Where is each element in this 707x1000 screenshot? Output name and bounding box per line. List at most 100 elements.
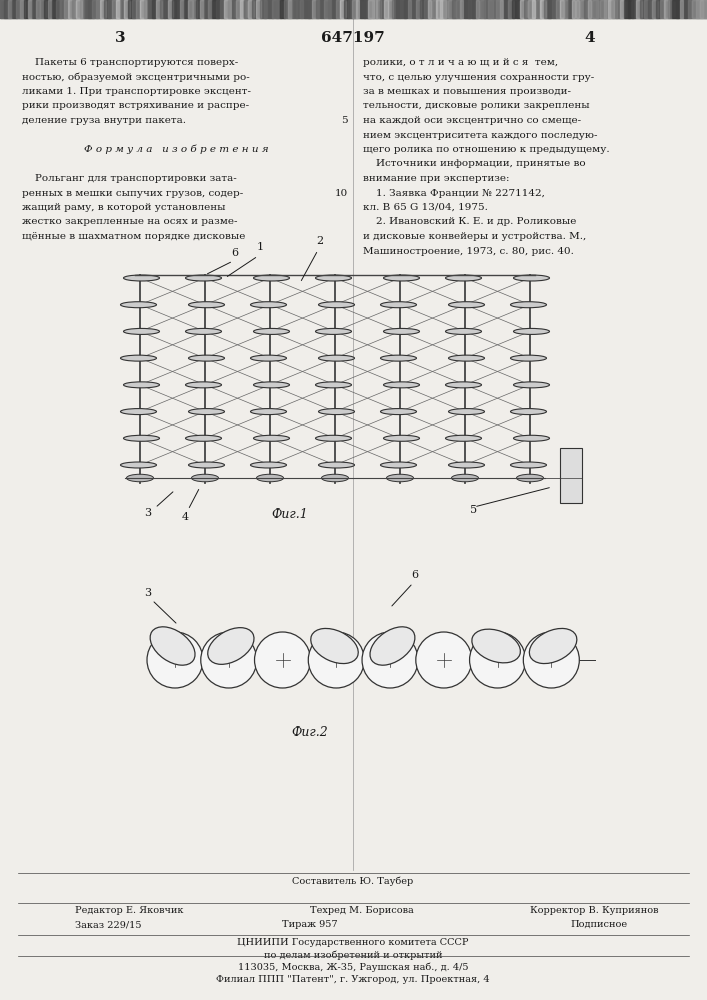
Bar [576, 0, 579, 18]
Bar [204, 0, 209, 18]
Bar [536, 0, 541, 18]
Bar [424, 0, 429, 18]
Bar [300, 0, 303, 18]
Text: деление груза внутри пакета.: деление груза внутри пакета. [22, 116, 186, 125]
Text: 10: 10 [334, 188, 348, 198]
Ellipse shape [250, 355, 286, 361]
Bar [100, 0, 106, 18]
Bar [88, 0, 94, 18]
Bar [584, 0, 588, 18]
Bar [192, 0, 197, 18]
Bar [636, 0, 642, 18]
Bar [224, 0, 231, 18]
Bar [596, 0, 599, 18]
Bar [248, 0, 254, 18]
Text: Заказ 229/15: Заказ 229/15 [75, 920, 141, 929]
Ellipse shape [189, 302, 225, 308]
Bar [408, 0, 411, 18]
Text: Составитель Ю. Таубер: Составитель Ю. Таубер [293, 876, 414, 886]
Ellipse shape [127, 474, 153, 482]
Bar [68, 0, 75, 18]
Text: 3: 3 [144, 588, 151, 598]
Ellipse shape [124, 275, 160, 281]
Ellipse shape [513, 382, 549, 388]
Bar [548, 0, 551, 18]
Bar [384, 0, 388, 18]
Bar [428, 0, 431, 18]
Bar [16, 0, 23, 18]
Bar [652, 0, 658, 18]
Bar [20, 0, 25, 18]
Text: 5: 5 [470, 505, 477, 515]
Bar [364, 0, 371, 18]
Bar [128, 0, 135, 18]
Bar [344, 0, 349, 18]
Ellipse shape [387, 474, 414, 482]
Text: Ф о р м у л а   и з о б р е т е н и я: Ф о р м у л а и з о б р е т е н и я [83, 145, 269, 154]
Bar [660, 0, 665, 18]
Ellipse shape [185, 328, 221, 334]
Bar [440, 0, 446, 18]
Text: 6: 6 [231, 248, 238, 258]
Bar [556, 0, 560, 18]
Bar [148, 0, 155, 18]
Text: 6: 6 [411, 570, 419, 580]
Ellipse shape [189, 409, 225, 415]
Ellipse shape [254, 275, 289, 281]
Bar [60, 0, 66, 18]
Ellipse shape [370, 627, 415, 665]
Text: 3: 3 [144, 508, 151, 518]
Ellipse shape [445, 435, 481, 441]
Bar [296, 0, 299, 18]
Ellipse shape [257, 474, 284, 482]
Bar [592, 0, 598, 18]
Ellipse shape [322, 474, 349, 482]
Bar [404, 0, 407, 18]
Bar [376, 0, 381, 18]
Bar [72, 0, 76, 18]
Text: по делам изобретений и открытий: по делам изобретений и открытий [264, 950, 443, 960]
Bar [52, 0, 58, 18]
Ellipse shape [383, 382, 419, 388]
Bar [272, 0, 278, 18]
Bar [684, 0, 687, 18]
Text: 5: 5 [341, 116, 348, 125]
Bar [228, 0, 235, 18]
Bar [80, 0, 84, 18]
Ellipse shape [510, 302, 547, 308]
Ellipse shape [517, 474, 544, 482]
Bar [604, 0, 610, 18]
Bar [336, 0, 340, 18]
Ellipse shape [192, 474, 218, 482]
Bar [560, 0, 564, 18]
Bar [484, 0, 491, 18]
Text: тельности, дисковые ролики закреплены: тельности, дисковые ролики закреплены [363, 102, 590, 110]
Bar [532, 0, 535, 18]
Ellipse shape [254, 328, 289, 334]
Bar [544, 0, 551, 18]
Bar [160, 0, 165, 18]
Text: ренных в мешки сыпучих грузов, содер-: ренных в мешки сыпучих грузов, содер- [22, 188, 243, 198]
Ellipse shape [472, 629, 520, 663]
Text: Источники информации, принятые во: Источники информации, принятые во [363, 159, 585, 168]
Bar [476, 0, 479, 18]
Bar [44, 0, 49, 18]
Text: 4: 4 [585, 31, 595, 45]
Bar [600, 0, 606, 18]
Text: Пакеты 6 транспортируются поверх-: Пакеты 6 транспортируются поверх- [22, 58, 238, 67]
Ellipse shape [510, 462, 547, 468]
Bar [468, 0, 475, 18]
Bar [284, 0, 291, 18]
Text: за в мешках и повышения производи-: за в мешках и повышения производи- [363, 87, 571, 96]
Bar [136, 0, 140, 18]
Bar [356, 0, 359, 18]
Ellipse shape [315, 435, 351, 441]
Ellipse shape [124, 328, 160, 334]
Bar [340, 0, 346, 18]
Bar [680, 0, 683, 18]
Text: внимание при экспертизе:: внимание при экспертизе: [363, 174, 510, 183]
Bar [24, 0, 28, 18]
Bar [480, 0, 485, 18]
Ellipse shape [120, 462, 156, 468]
Text: Редактор Е. Яковчик: Редактор Е. Яковчик [75, 906, 184, 915]
